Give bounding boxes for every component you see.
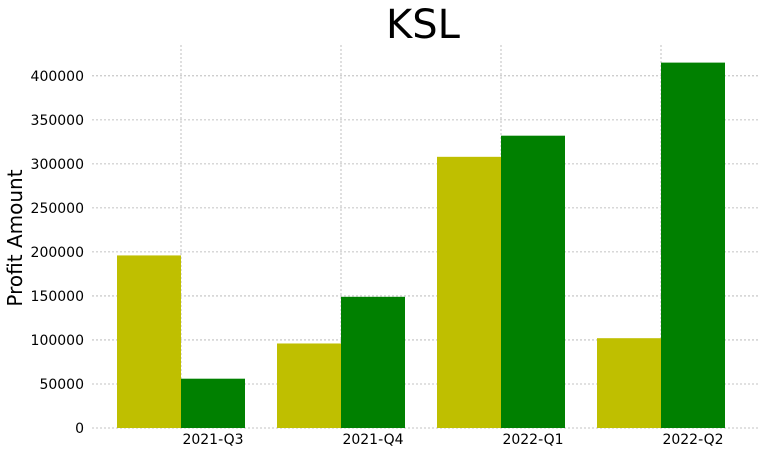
y-tick-label: 300000 [31,157,84,173]
chart-title: KSL [386,2,461,48]
bar-2022-Q2-series-1 [597,338,661,428]
y-tick-label: 400000 [31,69,84,85]
bar-2022-Q2-series-2 [661,62,725,429]
y-tick-label: 350000 [31,113,84,129]
bar-2021-Q4-series-2 [341,296,405,428]
bar-2021-Q4-series-1 [277,343,341,428]
bar-2021-Q3-series-1 [117,255,181,428]
y-tick-label: 150000 [31,289,84,305]
bar-2021-Q3-series-2 [181,378,245,428]
y-tick-label: 200000 [31,245,84,261]
bars-layer [117,62,725,429]
y-tick-label: 0 [75,421,84,437]
bar-2022-Q1-series-2 [501,135,565,428]
x-tick-label: 2021-Q3 [182,432,243,448]
x-tick-label: 2022-Q2 [662,432,723,448]
x-tick-label: 2021-Q4 [342,432,403,448]
y-axis-label: Profit Amount [3,169,27,306]
y-tick-label: 100000 [31,333,84,349]
y-tick-label: 50000 [39,377,84,393]
x-tick-label: 2022-Q1 [502,432,563,448]
y-tick-labels: 0 50000 100000 150000 200000 250000 300000 3500… [31,69,84,437]
x-tick-labels: 2021-Q3 2021-Q4 2022-Q1 2022-Q2 [182,432,723,448]
grid-layer [92,45,758,429]
y-tick-label: 250000 [31,201,84,217]
bar-2022-Q1-series-1 [437,156,501,428]
